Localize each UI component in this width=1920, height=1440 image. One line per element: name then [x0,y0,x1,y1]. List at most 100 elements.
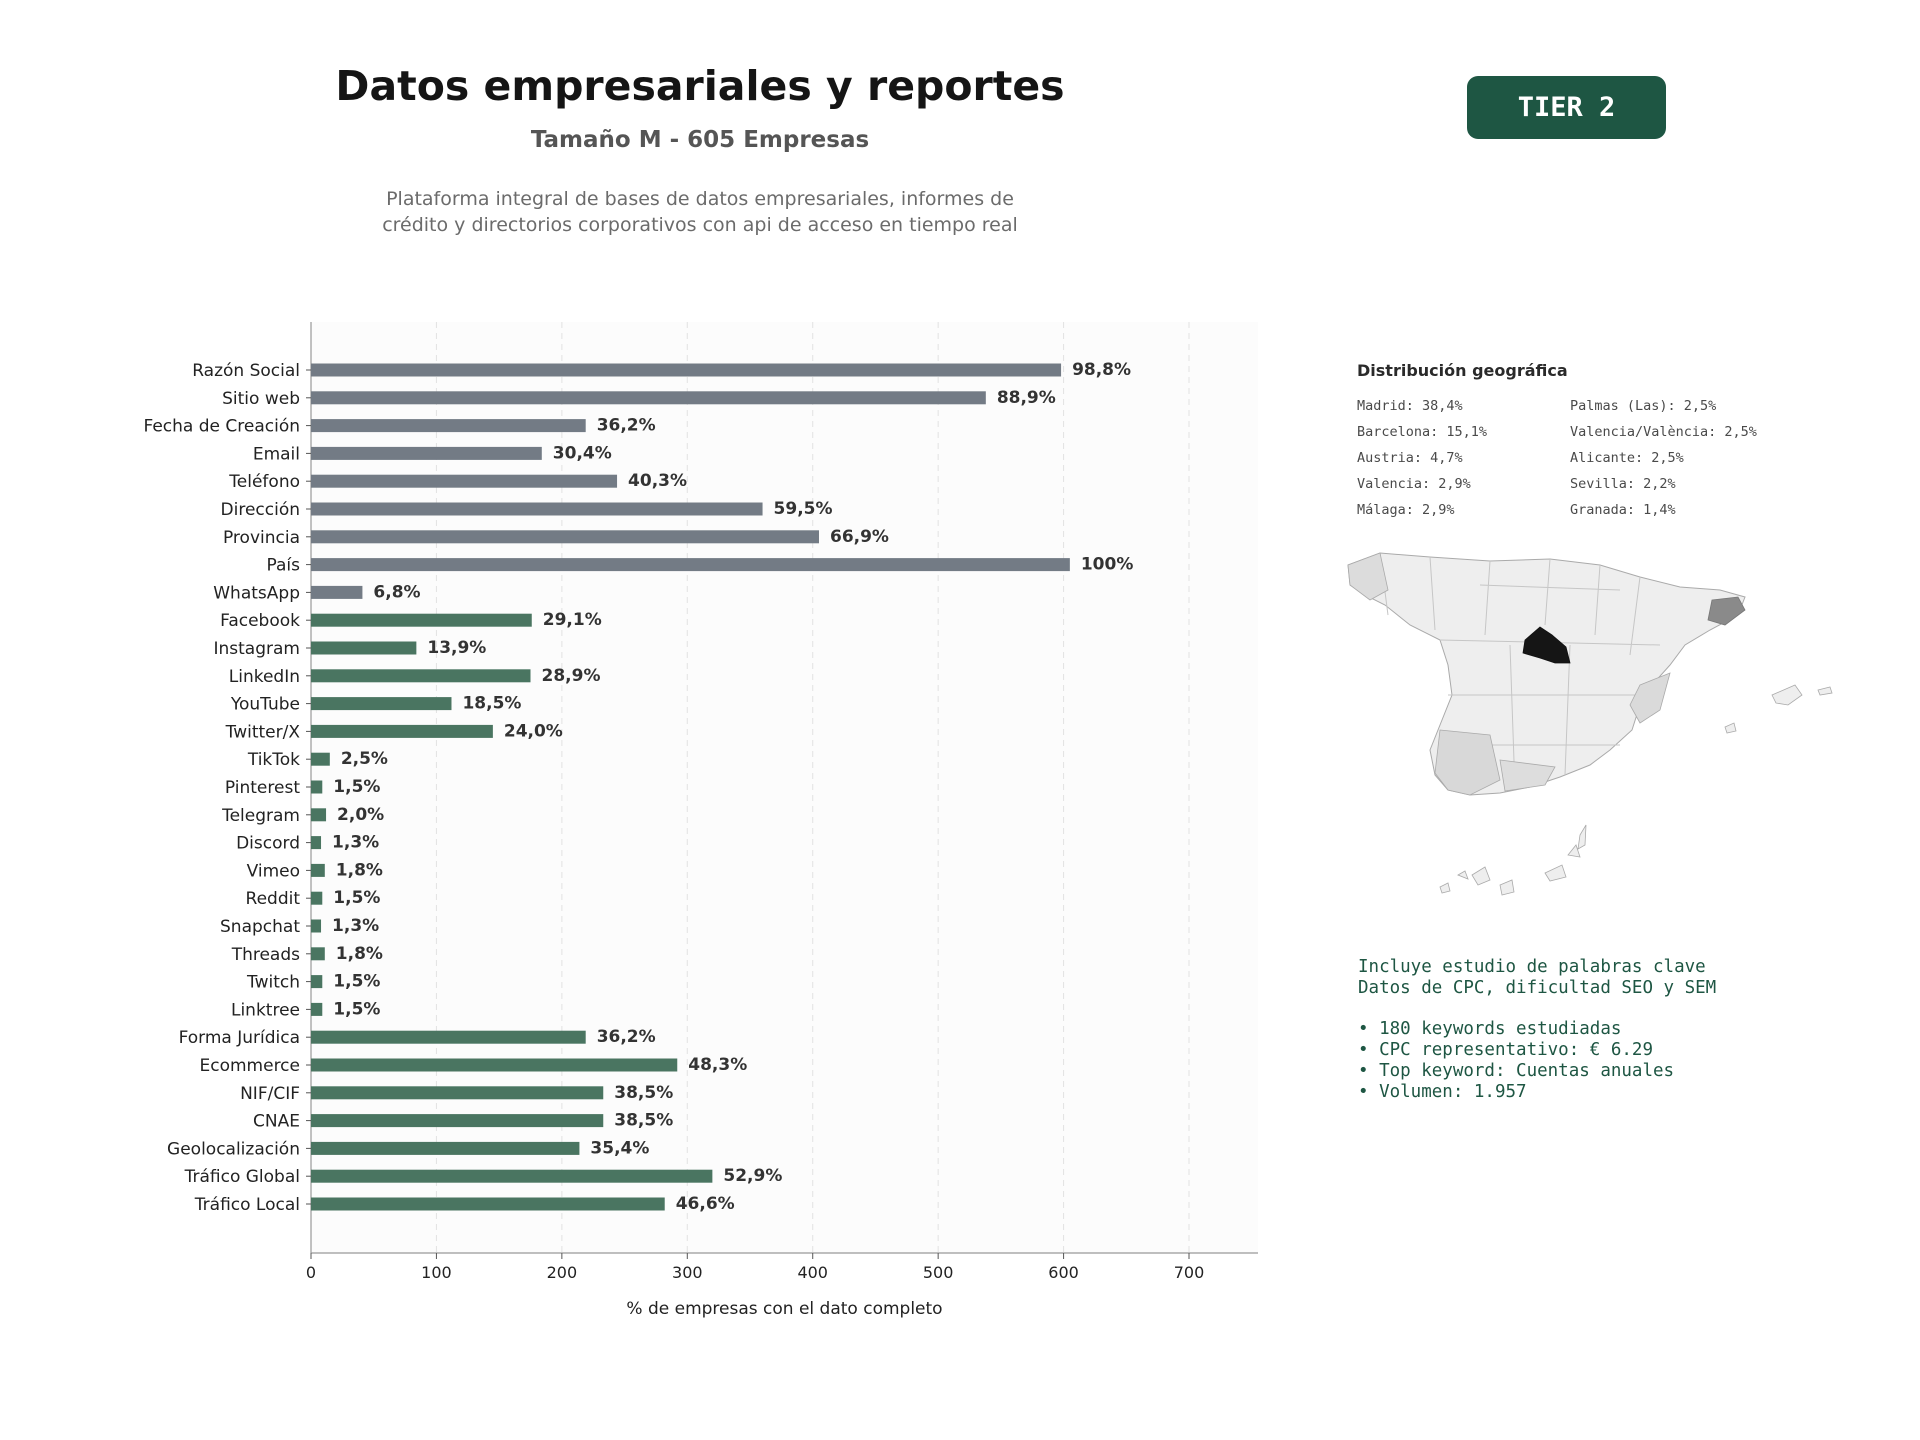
data-label: 38,5% [614,1111,673,1131]
category-label: YouTube [230,695,300,715]
bar [311,530,819,544]
data-label: 2,0% [337,805,384,825]
bar [311,1002,323,1016]
category-label: Dirección [221,500,300,520]
bar [311,1030,586,1044]
data-label: 35,4% [590,1138,649,1158]
keywords-bullet: • 180 keywords estudiadas [1358,1019,1622,1039]
map-region-malaga [1499,759,1556,792]
map-region-mainland [1347,552,1746,796]
category-label: Reddit [246,889,301,909]
bar [311,1114,604,1128]
bar [311,1058,678,1072]
bar [311,502,763,516]
bar [311,1086,604,1100]
data-label: 1,5% [333,888,380,908]
category-label: Instagram [214,639,301,659]
map-region-madrid [1522,626,1571,664]
data-label: 88,9% [997,388,1056,408]
map-region-baleares [1771,684,1803,706]
x-axis-label: % de empresas con el dato completo [626,1299,942,1319]
x-tick-label: 200 [547,1263,578,1282]
bar [311,947,325,961]
data-label: 1,3% [332,833,379,853]
data-label: 29,1% [543,610,602,630]
category-label: WhatsApp [213,583,300,603]
bar [311,863,325,877]
bar [311,919,322,933]
geo-item: Austria: 4,7% [1357,450,1463,466]
geo-item: Málaga: 2,9% [1357,502,1455,518]
data-label: 38,5% [614,1083,673,1103]
data-label: 98,8% [1072,360,1131,380]
description-line-1: Plataforma integral de bases de datos em… [386,188,1014,210]
category-label: Provincia [223,528,300,548]
geo-item: Barcelona: 15,1% [1357,424,1488,440]
category-label: Tráfico Global [184,1167,300,1187]
category-label: Discord [236,834,300,854]
data-label: 100% [1081,555,1134,575]
map-region-menorca [1817,686,1833,696]
x-tick-label: 300 [672,1263,703,1282]
keywords-info: Incluye estudio de palabras clave Datos … [1358,957,1716,1103]
geo-distribution-title: Distribución geográfica [1357,361,1568,380]
data-label: 40,3% [628,471,687,491]
data-label: 30,4% [553,443,612,463]
bar [311,1197,665,1211]
data-label: 24,0% [504,721,563,741]
bar [311,363,1062,377]
category-label: Pinterest [225,778,300,798]
map-region-galicia [1347,552,1389,601]
data-label: 48,3% [688,1055,747,1075]
geo-item: Palmas (Las): 2,5% [1570,398,1717,414]
category-label: NIF/CIF [240,1084,300,1104]
data-label: 1,8% [336,944,383,964]
description-line-2: crédito y directorios corporativos con a… [382,214,1018,236]
map-region-valencia [1629,672,1671,724]
geo-item: Alicante: 2,5% [1570,450,1684,466]
data-label: 2,5% [341,749,388,769]
geo-item: Madrid: 38,4% [1357,398,1463,414]
category-label: LinkedIn [229,667,300,687]
geo-item: Granada: 1,4% [1570,502,1676,518]
page-description: Plataforma integral de bases de datos em… [0,186,1400,238]
bar [311,419,586,433]
data-label: 46,6% [676,1194,735,1214]
map-region-andalucia-west [1434,729,1501,796]
bar [311,669,531,683]
bar [311,808,327,822]
data-label: 1,5% [333,972,380,992]
data-label: 13,9% [427,638,486,658]
plot-background [311,322,1258,1253]
keywords-line-1: Incluye estudio de palabras clave [1358,957,1706,977]
x-tick-label: 400 [797,1263,828,1282]
category-label: Sitio web [222,389,300,409]
map-region-ibiza [1724,722,1737,734]
category-label: Email [253,444,300,464]
geo-item: Sevilla: 2,2% [1570,476,1676,492]
data-label: 1,8% [336,860,383,880]
bar [311,975,323,989]
category-label: Fecha de Creación [143,417,300,437]
bar [311,641,417,655]
page-subtitle: Tamaño M - 605 Empresas [530,127,870,153]
bar [311,391,986,405]
data-label: 36,2% [597,416,656,436]
map-region-canarias [1439,824,1587,896]
category-label: CNAE [253,1112,300,1132]
data-label: 36,2% [597,1027,656,1047]
bar-chart: 0 100 200 300 400 500 600 700 % de empresas con … [143,322,1258,1319]
category-label: Facebook [220,611,300,631]
keywords-bullet: • CPC representativo: € 6.29 [1358,1040,1654,1060]
bar [311,836,322,850]
x-tick-label: 100 [421,1263,452,1282]
x-tick-label: 500 [923,1263,954,1282]
category-label: Forma Jurídica [179,1028,300,1048]
data-label: 1,5% [333,999,380,1019]
category-label: Threads [231,945,300,965]
spain-map [1347,552,1833,896]
keywords-bullet: • Top keyword: Cuentas anuales [1358,1061,1675,1081]
category-label: País [267,556,301,576]
category-label: Ecommerce [200,1056,301,1076]
x-tick-label: 0 [306,1263,316,1282]
